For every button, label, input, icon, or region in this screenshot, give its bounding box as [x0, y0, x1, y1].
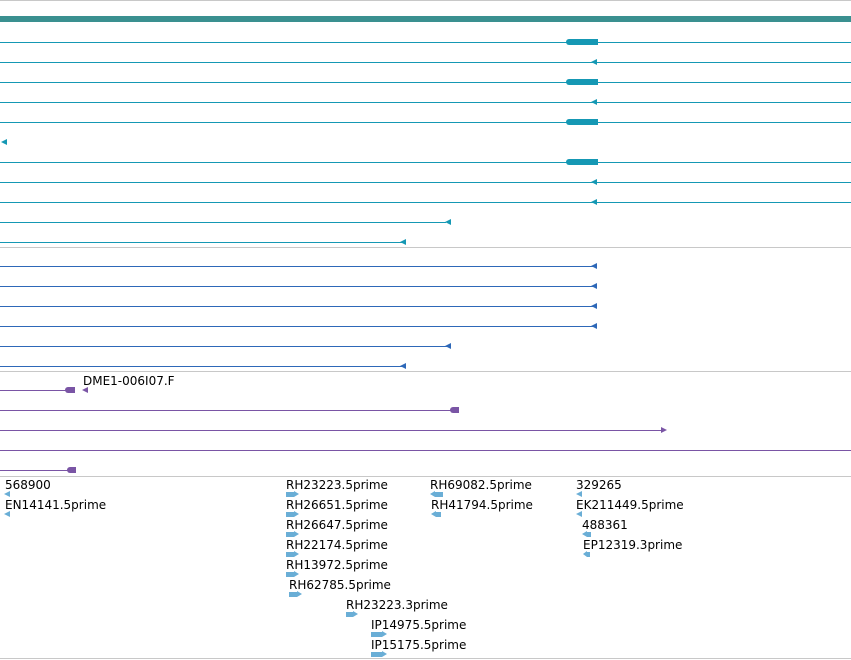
transcript-feature[interactable] — [0, 112, 851, 132]
transcript-feature[interactable] — [0, 32, 851, 52]
est-glyph[interactable] — [582, 531, 591, 537]
cdna-feature[interactable] — [0, 256, 851, 276]
est-label[interactable]: RH62785.5prime — [289, 578, 391, 592]
transcript-feature[interactable] — [0, 232, 851, 252]
est-label[interactable]: RH69082.5prime — [430, 478, 532, 492]
est-label[interactable]: IP15175.5prime — [371, 638, 467, 652]
transcript-feature[interactable] — [0, 172, 851, 192]
clone-feature[interactable] — [0, 420, 851, 440]
track-divider — [0, 371, 851, 372]
est-glyph[interactable] — [4, 491, 10, 497]
est-glyph[interactable] — [286, 531, 299, 537]
est-label[interactable]: IP14975.5prime — [371, 618, 467, 632]
est-glyph[interactable] — [286, 571, 299, 577]
cdna-feature[interactable] — [0, 316, 851, 336]
est-label[interactable]: RH26647.5prime — [286, 518, 388, 532]
cdna-feature[interactable] — [0, 276, 851, 296]
clone-label: DME1-006I07.F — [83, 374, 175, 388]
est-glyph[interactable] — [346, 611, 358, 617]
est-label[interactable]: RH23223.5prime — [286, 478, 388, 492]
cdna-feature[interactable] — [0, 356, 851, 376]
est-glyph[interactable] — [286, 551, 299, 557]
transcript-feature[interactable] — [0, 152, 851, 172]
clone-arrow-icon — [82, 387, 88, 393]
est-glyph[interactable] — [289, 591, 302, 597]
clone-feature[interactable] — [0, 460, 851, 480]
est-label[interactable]: 488361 — [582, 518, 628, 532]
cdna-feature[interactable] — [0, 296, 851, 316]
clone-feature[interactable] — [0, 440, 851, 460]
gene-track-bar[interactable] — [0, 16, 851, 22]
clone-feature[interactable] — [0, 400, 851, 420]
est-glyph[interactable] — [286, 491, 299, 497]
est-label[interactable]: EP12319.3prime — [583, 538, 683, 552]
est-label[interactable]: RH26651.5prime — [286, 498, 388, 512]
est-label[interactable]: 568900 — [5, 478, 51, 492]
cdna-feature[interactable] — [0, 336, 851, 356]
transcript-feature[interactable] — [0, 132, 851, 152]
track-divider — [0, 247, 851, 248]
est-glyph[interactable] — [286, 511, 299, 517]
est-label[interactable]: RH41794.5prime — [431, 498, 533, 512]
est-label[interactable]: RH22174.5prime — [286, 538, 388, 552]
est-label[interactable]: 329265 — [576, 478, 622, 492]
track-divider — [0, 658, 851, 659]
track-divider — [0, 476, 851, 477]
est-glyph[interactable] — [431, 511, 441, 517]
est-glyph[interactable] — [371, 651, 387, 657]
est-label[interactable]: EN14141.5prime — [5, 498, 107, 512]
est-glyph[interactable] — [576, 491, 582, 497]
est-glyph[interactable] — [576, 511, 582, 517]
est-glyph[interactable] — [430, 491, 443, 497]
transcript-feature[interactable] — [0, 72, 851, 92]
clone-feature[interactable]: DME1-006I07.F — [0, 374, 851, 400]
transcript-feature[interactable] — [0, 52, 851, 72]
est-glyph[interactable] — [4, 511, 10, 517]
transcript-feature[interactable] — [0, 212, 851, 232]
est-glyph[interactable] — [583, 551, 590, 557]
transcript-feature[interactable] — [0, 92, 851, 112]
track-divider — [0, 0, 851, 1]
est-label[interactable]: EK211449.5prime — [576, 498, 684, 512]
transcript-feature[interactable] — [0, 192, 851, 212]
est-label[interactable]: RH13972.5prime — [286, 558, 388, 572]
est-label[interactable]: RH23223.3prime — [346, 598, 448, 612]
est-glyph[interactable] — [371, 631, 387, 637]
